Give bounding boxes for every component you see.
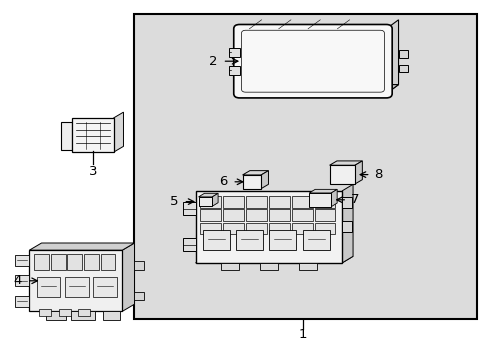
Bar xyxy=(309,193,331,207)
Bar xyxy=(183,238,195,251)
Bar xyxy=(65,277,88,297)
Polygon shape xyxy=(261,171,268,189)
Bar xyxy=(228,66,239,75)
Text: 8: 8 xyxy=(374,168,382,181)
Bar xyxy=(245,196,266,208)
Polygon shape xyxy=(113,112,123,152)
Polygon shape xyxy=(331,189,337,207)
Bar xyxy=(15,255,29,266)
Bar xyxy=(195,191,342,263)
Text: 4: 4 xyxy=(14,274,22,287)
Bar xyxy=(260,263,277,270)
Bar xyxy=(203,230,229,250)
Bar xyxy=(93,277,117,297)
Bar xyxy=(200,222,221,234)
Bar xyxy=(314,222,335,234)
Bar xyxy=(242,175,261,189)
Polygon shape xyxy=(342,184,352,263)
Bar xyxy=(329,165,354,184)
Bar xyxy=(198,197,212,206)
Bar xyxy=(398,65,407,72)
Bar xyxy=(183,202,195,215)
Bar xyxy=(34,254,49,270)
Text: 5: 5 xyxy=(170,195,178,208)
Bar xyxy=(72,118,113,152)
Text: 6: 6 xyxy=(219,175,227,188)
Polygon shape xyxy=(354,161,362,184)
Bar xyxy=(46,311,66,320)
Polygon shape xyxy=(309,189,337,193)
Bar xyxy=(236,230,263,250)
Bar xyxy=(221,263,238,270)
Bar xyxy=(342,197,351,208)
Text: 7: 7 xyxy=(350,193,359,206)
Bar xyxy=(78,309,90,316)
Polygon shape xyxy=(242,171,268,175)
Polygon shape xyxy=(122,243,134,311)
Bar xyxy=(269,230,296,250)
Bar xyxy=(67,254,82,270)
Polygon shape xyxy=(329,161,362,165)
Bar xyxy=(245,210,266,221)
Bar xyxy=(291,222,312,234)
Bar xyxy=(223,222,244,234)
Bar xyxy=(245,222,266,234)
FancyBboxPatch shape xyxy=(233,24,391,98)
Text: 2: 2 xyxy=(209,55,217,68)
Bar xyxy=(268,222,289,234)
Bar xyxy=(314,196,335,208)
Polygon shape xyxy=(29,243,134,250)
Bar xyxy=(15,275,29,286)
Bar xyxy=(37,277,60,297)
Bar xyxy=(398,50,407,58)
Bar xyxy=(61,122,72,150)
Bar xyxy=(39,309,51,316)
Bar xyxy=(71,311,95,320)
Bar xyxy=(134,292,144,301)
Bar xyxy=(342,221,351,232)
Bar xyxy=(223,196,244,208)
Bar xyxy=(268,210,289,221)
Polygon shape xyxy=(195,256,352,263)
Polygon shape xyxy=(239,85,398,94)
Bar xyxy=(134,261,144,270)
Polygon shape xyxy=(386,20,398,94)
Bar xyxy=(200,210,221,221)
Bar xyxy=(291,210,312,221)
Text: 3: 3 xyxy=(88,165,97,177)
Bar xyxy=(59,309,71,316)
Bar xyxy=(84,254,99,270)
Bar xyxy=(302,230,329,250)
Bar xyxy=(134,14,476,319)
Polygon shape xyxy=(212,193,218,206)
Bar xyxy=(299,263,316,270)
Bar xyxy=(51,254,65,270)
Polygon shape xyxy=(198,193,218,197)
Bar xyxy=(200,196,221,208)
Bar xyxy=(314,210,335,221)
Bar xyxy=(268,196,289,208)
Bar xyxy=(291,196,312,208)
Bar xyxy=(228,48,239,57)
Text: 1: 1 xyxy=(298,328,307,341)
Bar xyxy=(223,210,244,221)
Bar xyxy=(15,296,29,307)
Bar xyxy=(101,254,115,270)
Bar xyxy=(102,311,120,320)
Bar xyxy=(29,250,122,311)
